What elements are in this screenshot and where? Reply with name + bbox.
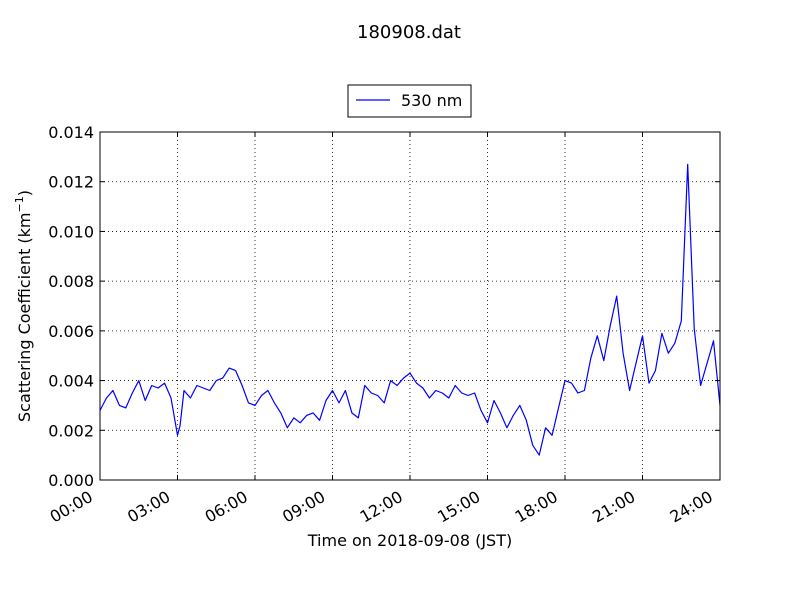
y-axis-label: Scattering Coefficient (km−1)	[13, 190, 34, 422]
x-tick-label: 03:00	[124, 487, 173, 527]
y-axis-label-sup: −1	[13, 196, 26, 212]
grid	[100, 132, 720, 480]
x-tick-label: 06:00	[202, 487, 251, 527]
x-tick-label: 24:00	[667, 487, 716, 527]
x-tick-label: 18:00	[512, 487, 561, 527]
y-tick-label: 0.000	[48, 471, 94, 490]
x-axis: 00:00 03:00 06:00 09:00 12:00 15:00 18:00 21:00…	[47, 132, 721, 527]
legend-label: 530 nm	[401, 91, 462, 110]
series-line-530nm	[99, 163, 721, 456]
y-axis-label-close: )	[15, 190, 34, 196]
chart-title: 180908.dat	[357, 22, 461, 43]
x-tick-label: 00:00	[47, 487, 96, 527]
x-axis-label: Time on 2018-09-08 (JST)	[307, 531, 512, 550]
y-tick-label: 0.014	[48, 123, 94, 142]
x-tick-label: 15:00	[434, 487, 483, 527]
x-tick-label: 12:00	[357, 487, 406, 527]
y-tick-label: 0.004	[48, 372, 94, 391]
x-tick-label: 09:00	[279, 487, 328, 527]
y-tick-label: 0.010	[48, 222, 94, 241]
y-tick-label: 0.008	[48, 272, 94, 291]
y-tick-label: 0.006	[48, 322, 94, 341]
y-tick-label: 0.002	[48, 421, 94, 440]
y-tick-label: 0.012	[48, 173, 94, 192]
legend: 530 nm	[347, 84, 472, 118]
series-layer	[99, 163, 721, 456]
legend-box	[347, 84, 472, 118]
y-axis-label-main: Scattering Coefficient (km	[15, 212, 34, 422]
y-axis: 0.000 0.002 0.004 0.006 0.008 0.010 0.012 0.014	[48, 123, 720, 490]
x-tick-label: 21:00	[589, 487, 638, 527]
